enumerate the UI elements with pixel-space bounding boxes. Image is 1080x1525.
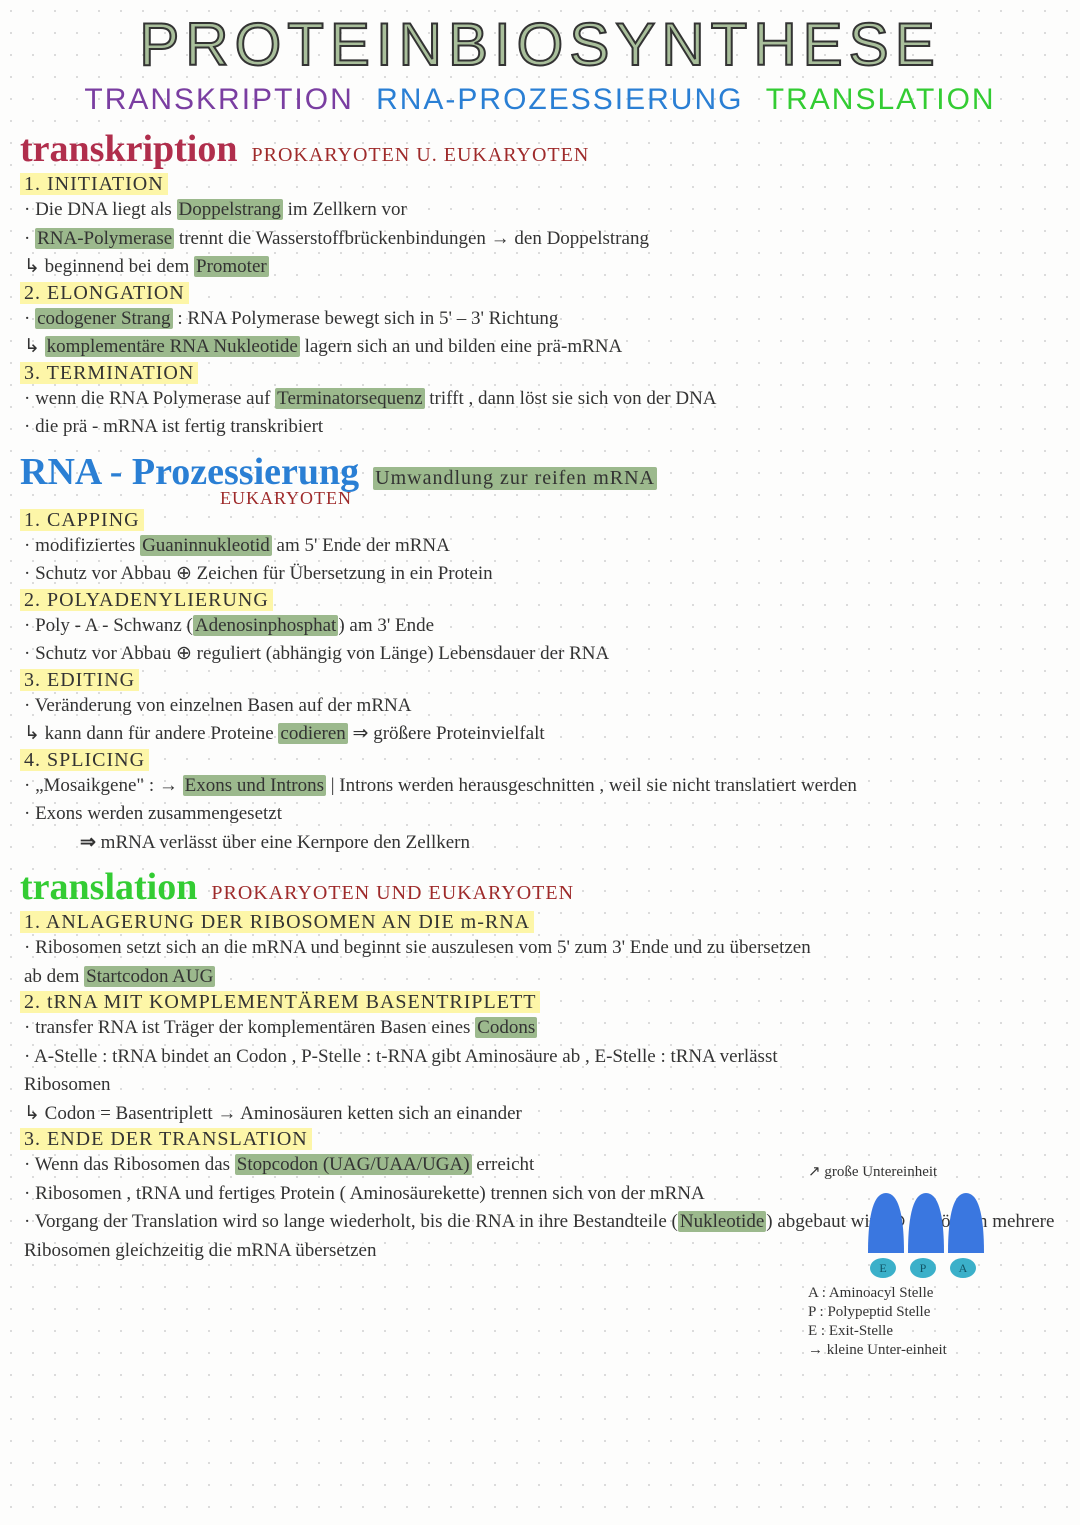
step-initiation: 1. INITIATION [20, 173, 168, 195]
ribo-letter-e: E [879, 1261, 886, 1275]
hl-startcodon: Startcodon AUG [84, 966, 215, 987]
step-editing: 3. EDITING [20, 669, 139, 691]
hl-rnapoly: RNA-Polymerase [35, 228, 174, 249]
step-ende: 3. ENDE DER TRANSLATION [20, 1128, 312, 1150]
ribo-e-label: E : Exit-Stelle [808, 1323, 1038, 1340]
ribo-large-label: ↗ große Untereinheit [808, 1162, 1038, 1181]
hl-promoter: Promoter [194, 256, 269, 277]
r-l2b: Schutz vor Abbau ⊕ reguliert (abhängig v… [35, 643, 609, 664]
subtitle-rna-proz: RNA-PROZESSIERUNG [376, 83, 743, 116]
ribo-a-label: A : Aminoacyl Stelle [808, 1285, 1038, 1302]
r-l1b: Schutz vor Abbau ⊕ Zeichen für Übersetzu… [35, 563, 493, 584]
step-anlagerung: 1. ANLAGERUNG DER RIBOSOMEN AN DIE m-RNA [20, 911, 534, 933]
t1-l3a: wenn die RNA Polymerase auf [35, 388, 275, 409]
t1-l1c: beginnend bei dem [45, 256, 194, 277]
r-l4c: mRNA verlässt über eine Kernpore den Zel… [101, 832, 470, 853]
hl-exonintron: Exons und Introns [183, 775, 326, 796]
step-polya: 2. POLYADENYLIERUNG [20, 589, 273, 611]
section-rna-sub: EUKARYOTEN [220, 488, 1060, 509]
tr-l2c: Codon = Basentriplett → Aminosäuren kett… [45, 1103, 522, 1124]
hl-codogener: codogener Strang [35, 308, 172, 329]
t1-l2b: lagern sich an und bilden eine prä-mRNA [300, 336, 622, 357]
hl-codons: Codons [475, 1017, 537, 1038]
tr-l2b: A-Stelle : tRNA bindet an Codon , P-Stel… [24, 1046, 778, 1096]
t1-l1b: trennt die Wasserstoffbrückenbindungen →… [174, 228, 649, 249]
t1-l1a2: im Zellkern vor [283, 199, 407, 220]
hl-stopcodon: Stopcodon (UAG/UAA/UGA) [235, 1154, 472, 1175]
tr-l3a: Wenn das Ribosomen das [35, 1154, 235, 1175]
ribo-small-label: → kleine Unter-einheit [808, 1342, 1038, 1359]
subtitle-translation: TRANSLATION [766, 83, 996, 116]
tr-l3b: Ribosomen , tRNA und fertiges Protein ( … [35, 1183, 705, 1204]
ribo-p-label: P : Polypeptid Stelle [808, 1304, 1038, 1321]
r-l3a: Veränderung von einzelnen Basen auf der … [35, 695, 412, 716]
page-title: PROTEINBIOSYNTHESE [20, 10, 1060, 79]
tr-l2a: transfer RNA ist Träger der komplementär… [35, 1017, 475, 1038]
r-l3b: kann dann für andere Proteine [45, 723, 279, 744]
step-termination: 3. TERMINATION [20, 362, 198, 384]
section-transkription-sub: PROKARYOTEN U. EUKARYOTEN [251, 144, 589, 167]
hl-nukleotide: Nukleotide [678, 1211, 766, 1232]
step-elongation: 2. ELONGATION [20, 282, 189, 304]
section-rna-head: RNA - Prozessierung [20, 450, 359, 494]
hl-doppelstrang: Doppelstrang [177, 199, 283, 220]
hl-adenosin: Adenosinphosphat [193, 615, 338, 636]
section-transkription-head: transkription [20, 127, 237, 171]
tr-l3c: Vorgang der Translation wird so lange wi… [35, 1211, 678, 1232]
subtitle-transkription: TRANSKRIPTION [84, 83, 353, 116]
hl-guanin: Guaninnukleotid [140, 535, 272, 556]
tr-l3a2: erreicht [472, 1154, 535, 1175]
r-l1a: modifiziertes [35, 535, 140, 556]
ribosome-diagram: ↗ große Untereinheit E P A A : Aminoacyl… [808, 1160, 1038, 1361]
ribo-letter-a: A [959, 1261, 968, 1275]
r-l2a2: ) am 3' Ende [338, 615, 434, 636]
ribosome-icon: E P A [858, 1183, 988, 1283]
r-l3b2: ⇒ größere Proteinvielfalt [348, 723, 545, 744]
section-rna-note: Umwandlung zur reifen mRNA [373, 467, 657, 490]
r-l4b: Exons werden zusammengesetzt [35, 803, 282, 824]
step-trna: 2. tRNA MIT KOMPLEMENTÄREM BASENTRIPLETT [20, 991, 540, 1013]
section-translation-head: translation [20, 865, 197, 909]
step-capping: 1. CAPPING [20, 509, 144, 531]
section-translation-sub: PROKARYOTEN UND EUKARYOTEN [211, 882, 574, 905]
r-l4a: „Mosaikgene" : → [35, 775, 183, 796]
r-l2a: Poly - A - Schwanz ( [35, 615, 193, 636]
subtitle-row: TRANSKRIPTION RNA-PROZESSIERUNG TRANSLAT… [20, 83, 1060, 117]
t1-l2a: : RNA Polymerase bewegt sich in 5' – 3' … [173, 308, 559, 329]
hl-codieren: codieren [278, 723, 347, 744]
ribo-letter-p: P [920, 1261, 927, 1275]
hl-terminator: Terminatorsequenz [275, 388, 424, 409]
hl-komplementaer: komplementäre RNA Nukleotide [45, 336, 300, 357]
t1-l1a: Die DNA liegt als [35, 199, 176, 220]
t1-l3a2: trifft , dann löst sie sich von der DNA [425, 388, 717, 409]
r-l4a2: | Introns werden herausgeschnitten , wei… [326, 775, 857, 796]
step-splicing: 4. SPLICING [20, 749, 149, 771]
r-l1a2: am 5' Ende der mRNA [272, 535, 450, 556]
t1-l3b: die prä - mRNA ist fertig transkribiert [35, 416, 323, 437]
